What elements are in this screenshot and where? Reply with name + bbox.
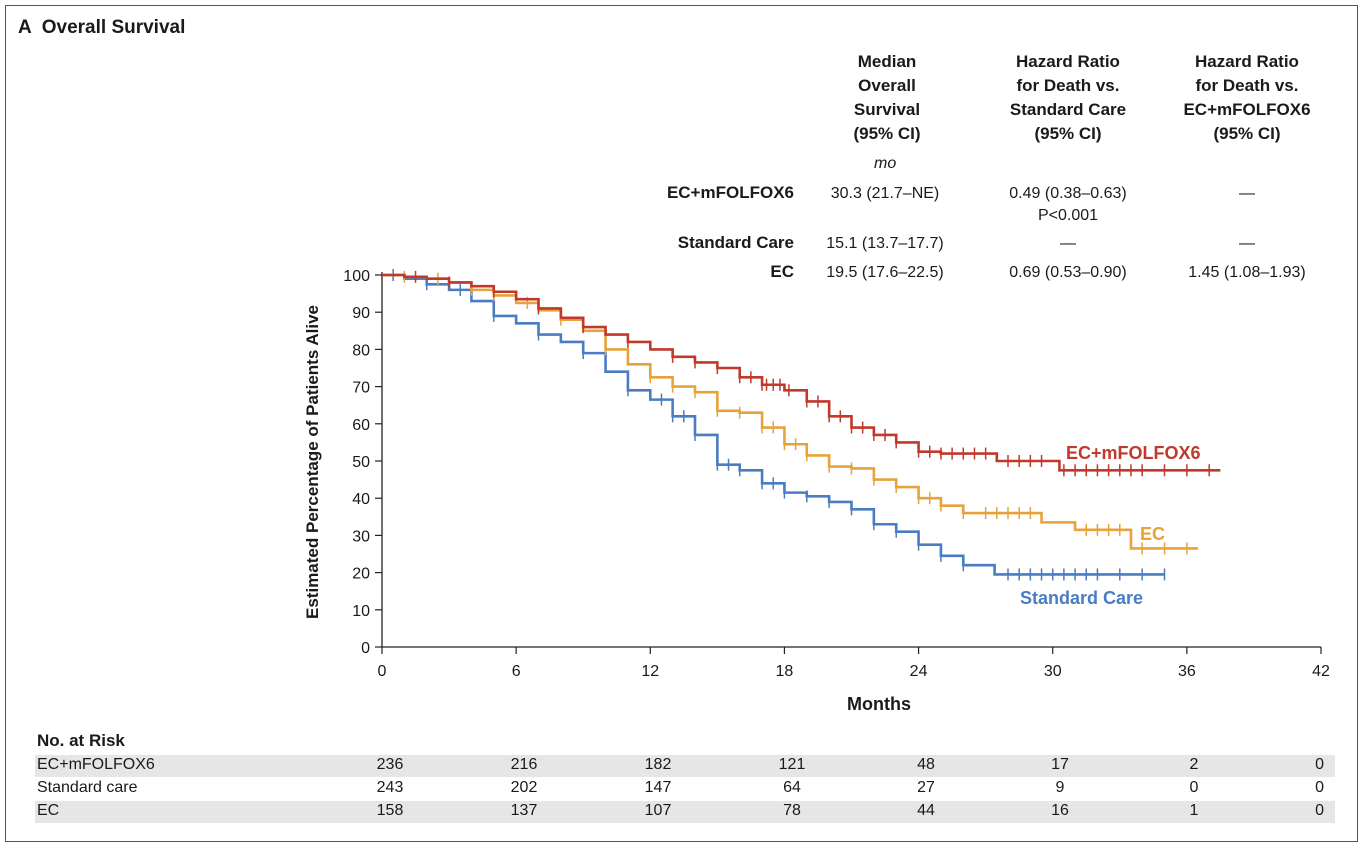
- annotation-ec-mfolfox6: EC+mFOLFOX6: [1066, 443, 1201, 463]
- risk-value: 0: [1189, 779, 1199, 796]
- y-tick-label: 60: [352, 417, 370, 434]
- risk-row: Standard care 243 202 147 64 27 9 0 0: [35, 778, 1335, 800]
- risk-value: 0: [1315, 779, 1324, 796]
- censor-marks: [403, 270, 1188, 555]
- stats-hr-ec: —: [1239, 185, 1255, 202]
- risk-row: EC+mFOLFOX6 236 216 182 121 48 17 2 0: [35, 755, 1335, 777]
- risk-value: 17: [1051, 756, 1069, 773]
- stats-hr-sc: 0.49 (0.38–0.63) P<0.001: [1009, 185, 1127, 224]
- stats-row-label: EC: [770, 262, 794, 281]
- y-tick-label: 30: [352, 528, 370, 545]
- risk-value: 158: [376, 802, 404, 819]
- x-tick-label: 6: [512, 663, 521, 680]
- risk-value: 202: [510, 779, 538, 796]
- x-tick-label: 24: [910, 663, 928, 680]
- panel-title-text: Overall Survival: [41, 17, 186, 38]
- risk-value: 107: [644, 802, 672, 819]
- risk-row: EC 158 137 107 78 44 16 1 0: [35, 801, 1335, 823]
- x-tick-label: 42: [1312, 663, 1330, 680]
- stats-hr-ec: —: [1239, 235, 1255, 252]
- risk-value: 121: [778, 756, 806, 773]
- risk-table-title: No. at Risk: [37, 731, 125, 750]
- risk-value: 9: [1055, 779, 1065, 796]
- header-hr-standard-care: Hazard Ratio for Death vs. Standard Care…: [1009, 52, 1127, 143]
- y-tick-label: 20: [352, 566, 370, 583]
- risk-value: 48: [917, 756, 935, 773]
- stats-hr-sc: 0.69 (0.53–0.90): [1009, 264, 1127, 281]
- stats-hr-ec: 1.45 (1.08–1.93): [1188, 264, 1306, 281]
- stats-row-label: Standard Care: [677, 233, 794, 252]
- x-axis-label: Months: [847, 694, 911, 714]
- y-tick-label: 10: [352, 603, 370, 620]
- risk-value: 0: [1315, 802, 1324, 819]
- figure-frame: [5, 5, 1358, 842]
- x-tick-label: 12: [641, 663, 659, 680]
- risk-value: 236: [376, 756, 404, 773]
- curves: [382, 269, 1221, 581]
- series-line: [382, 273, 1221, 472]
- risk-value: 78: [783, 802, 801, 819]
- annotation-ec: EC: [1140, 524, 1165, 544]
- risk-value: 147: [644, 779, 672, 796]
- stats-row-label: EC+mFOLFOX6: [666, 183, 794, 202]
- y-axis-label: Estimated Percentage of Patients Alive: [303, 305, 322, 619]
- risk-row-label: EC: [37, 802, 60, 819]
- censor-marks: [392, 269, 1166, 581]
- censor-marks: [414, 270, 1210, 477]
- risk-value: 16: [1051, 802, 1069, 819]
- risk-value: 27: [917, 779, 935, 796]
- stats-median: 19.5 (17.6–22.5): [826, 264, 944, 281]
- risk-value: 2: [1189, 756, 1199, 773]
- axes: 0 10 20 30 40 50 60 70 80 90 100 0 6 12 18 24 30 36 42: [343, 268, 1330, 680]
- risk-value: 243: [376, 779, 404, 796]
- risk-value: 182: [644, 756, 672, 773]
- x-tick-label: 18: [776, 663, 794, 680]
- risk-value: 0: [1315, 756, 1324, 773]
- risk-value: 137: [510, 802, 538, 819]
- y-tick-label: 100: [343, 268, 370, 285]
- header-hr-ec-mfolfox6: Hazard Ratio for Death vs. EC+mFOLFOX6 (…: [1183, 52, 1311, 143]
- risk-row-label: Standard care: [37, 779, 138, 796]
- y-tick-label: 40: [352, 491, 370, 508]
- risk-row-label: EC+mFOLFOX6: [37, 756, 155, 773]
- x-tick-label: 36: [1178, 663, 1196, 680]
- risk-value: 1: [1189, 802, 1199, 819]
- y-tick-label: 80: [352, 342, 370, 359]
- x-tick-label: 30: [1044, 663, 1062, 680]
- panel-letter: A: [18, 17, 32, 38]
- y-tick-label: 70: [352, 380, 370, 397]
- annotation-standard-care: Standard Care: [1020, 588, 1143, 608]
- stats-hr-sc: —: [1060, 235, 1076, 252]
- x-tick-label: 0: [378, 663, 387, 680]
- panel-title: A Overall Survival: [18, 17, 185, 39]
- risk-value: 64: [783, 779, 801, 796]
- y-tick-label: 90: [352, 305, 370, 322]
- unit-label: mo: [874, 155, 897, 172]
- y-tick-label: 0: [361, 640, 370, 657]
- stats-median: 30.3 (21.7–NE): [830, 185, 940, 202]
- header-median-os: Median Overall Survival (95% CI): [853, 52, 921, 143]
- risk-value: 44: [917, 802, 935, 819]
- risk-value: 216: [510, 756, 538, 773]
- stats-median: 15.1 (13.7–17.7): [826, 235, 944, 252]
- survival-chart: 0 10 20 30 40 50 60 70 80 90 100 0 6 12 18 24 30 36 42 Est…: [303, 268, 1330, 714]
- y-tick-label: 50: [352, 454, 370, 471]
